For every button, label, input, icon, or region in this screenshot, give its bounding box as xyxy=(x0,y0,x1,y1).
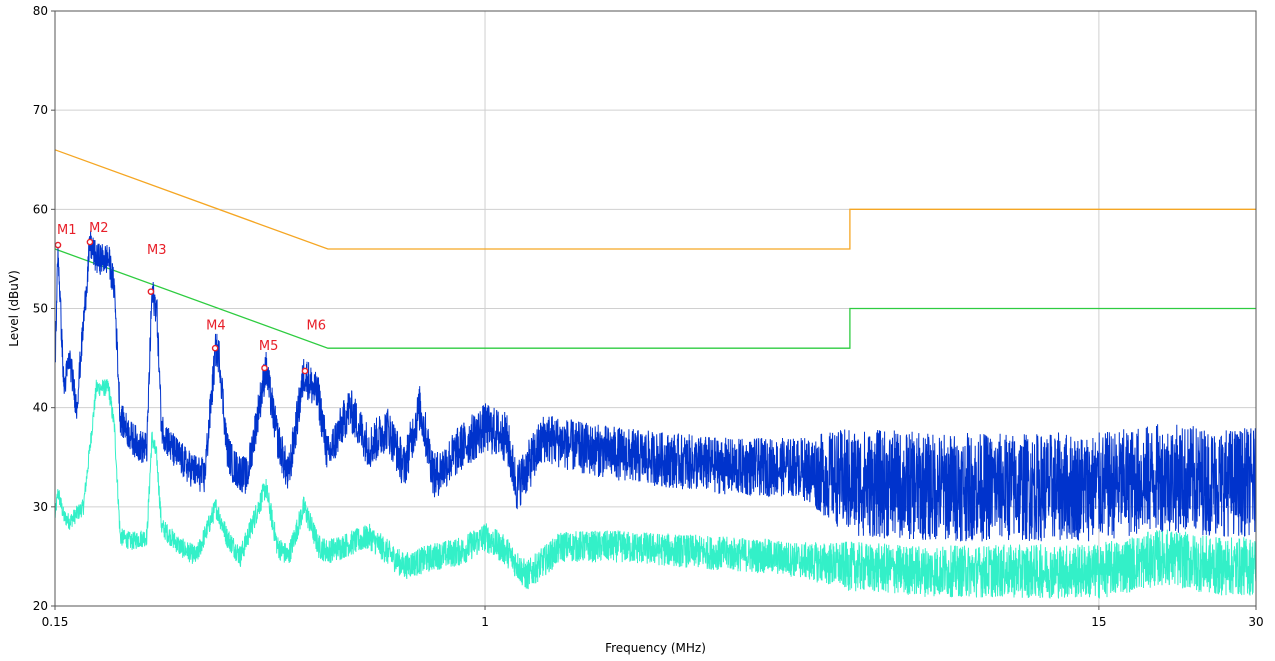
y-axis-label: Level (dBuV) xyxy=(7,270,21,347)
marker-label-m2: M2 xyxy=(89,221,109,236)
limit-lines xyxy=(54,149,1256,349)
x-tick-label: 0.15 xyxy=(42,615,69,629)
trace-peak-trace xyxy=(54,230,1257,542)
x-tick-label: 1 xyxy=(481,615,489,629)
marker-label-m5: M5 xyxy=(259,339,279,354)
x-axis-ticks: 0.15 1 15 30 xyxy=(42,606,1264,629)
marker-point-m5 xyxy=(261,364,268,372)
measurement-traces xyxy=(54,230,1257,599)
marker-label-m6: M6 xyxy=(307,318,327,333)
trace-average-trace xyxy=(54,379,1257,599)
marker-points: M1 M2 M3 M4 M5 M6 xyxy=(54,221,327,375)
y-tick-label: 60 xyxy=(33,202,48,216)
y-tick-label: 40 xyxy=(33,401,48,415)
marker-label-m4: M4 xyxy=(206,318,226,333)
marker-point-m1 xyxy=(54,241,62,249)
y-tick-label: 30 xyxy=(33,500,48,514)
limit-line-quasi-peak-limit xyxy=(54,149,1256,250)
limit-line-average-limit xyxy=(54,248,1256,349)
y-axis-ticks: 20 30 40 50 60 70 80 xyxy=(33,4,55,613)
y-tick-label: 50 xyxy=(33,302,48,316)
marker-point-m2 xyxy=(86,238,94,246)
x-tick-label: 30 xyxy=(1248,615,1263,629)
y-tick-label: 70 xyxy=(33,103,48,117)
x-axis-label: Frequency (MHz) xyxy=(605,641,706,655)
marker-point-m4 xyxy=(211,344,219,352)
marker-label-m1: M1 xyxy=(57,223,77,238)
marker-point-m3 xyxy=(147,288,155,295)
marker-label-m3: M3 xyxy=(147,243,167,258)
y-tick-label: 80 xyxy=(33,4,48,18)
y-tick-label: 20 xyxy=(33,599,48,613)
marker-point-m6 xyxy=(301,367,309,375)
x-tick-label: 15 xyxy=(1091,615,1106,629)
